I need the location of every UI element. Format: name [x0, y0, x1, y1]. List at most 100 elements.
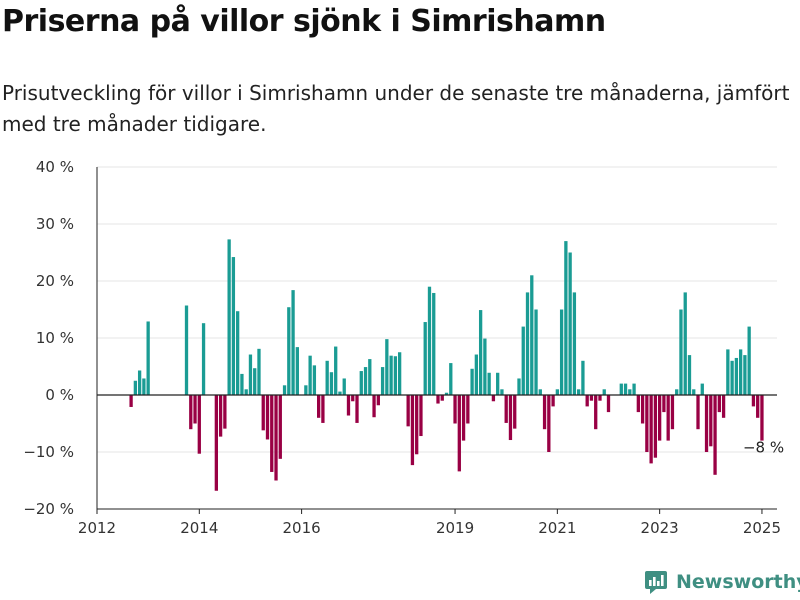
bar: [389, 355, 393, 395]
bar: [513, 395, 517, 429]
bar: [227, 239, 231, 395]
bar: [572, 292, 577, 395]
bar: [713, 395, 717, 475]
bar: [406, 395, 410, 427]
bar: [372, 395, 376, 418]
bar: [696, 395, 700, 430]
bar: [734, 357, 739, 395]
bar: [577, 389, 581, 395]
bar: [534, 309, 538, 395]
bar: [449, 363, 453, 395]
bar: [662, 395, 666, 413]
x-tick-label: 2016: [283, 519, 321, 537]
bar: [410, 395, 415, 466]
bar: [346, 395, 351, 416]
bar: [517, 378, 521, 395]
bar: [491, 395, 496, 402]
bar: [619, 383, 623, 395]
bar: [295, 347, 299, 395]
bar: [564, 241, 568, 395]
last-value-label: −8 %: [743, 439, 784, 457]
bar: [342, 378, 346, 395]
bar: [730, 360, 734, 395]
bar: [193, 395, 197, 424]
labels: −20 % −10 % 0 % 10 % 20 % 30 % 40 % 2012 2014 201…: [23, 158, 784, 537]
bar: [334, 346, 338, 395]
bar: [355, 395, 359, 423]
bar: [184, 305, 189, 395]
bar: [415, 395, 419, 455]
bar: [231, 257, 236, 395]
bar: [478, 310, 483, 395]
bar: [253, 368, 257, 395]
bar: [623, 383, 628, 395]
axes: [96, 167, 777, 514]
bar: [133, 380, 138, 395]
bar: [278, 395, 282, 459]
bar: [329, 372, 334, 395]
y-tick-label: 0 %: [45, 386, 74, 404]
bar: [338, 391, 342, 395]
y-tick-label: −20 %: [23, 500, 74, 518]
bar: [538, 389, 542, 395]
bar: [594, 395, 598, 430]
bar: [432, 292, 436, 395]
bar: [436, 395, 440, 404]
bar: [581, 360, 585, 395]
bar: [640, 395, 645, 424]
bar: [321, 395, 325, 423]
y-tick-label: 10 %: [36, 329, 74, 347]
bar: [679, 309, 683, 395]
bar: [380, 367, 385, 395]
y-tick-label: 40 %: [36, 158, 74, 176]
bar: [598, 395, 602, 401]
bar: [197, 395, 201, 454]
bar: [568, 252, 572, 395]
bar: [602, 389, 606, 395]
bar: [683, 292, 687, 395]
brand-name: Newsworthy: [676, 571, 800, 593]
bar: [427, 286, 432, 395]
bar: [291, 290, 295, 395]
bar: [717, 395, 721, 413]
bar: [214, 395, 218, 491]
bar: [704, 395, 709, 452]
bar: [483, 338, 487, 395]
bar: [632, 383, 636, 395]
bar: [666, 395, 670, 441]
bar: [504, 395, 508, 423]
bar: [738, 349, 743, 395]
bar: [223, 395, 227, 429]
bar: [700, 383, 704, 395]
bar: [359, 371, 363, 395]
bar: [636, 395, 640, 413]
bar: [559, 309, 564, 395]
x-tick-label: 2023: [641, 519, 679, 537]
bar: [308, 355, 312, 395]
page-title: Priserna på villor sjönk i Simrishamn: [2, 4, 606, 39]
bar: [240, 373, 244, 395]
y-tick-label: 30 %: [36, 215, 74, 233]
bar: [649, 395, 653, 464]
x-tick-label: 2019: [436, 519, 474, 537]
bar: [385, 339, 389, 395]
bar: [142, 378, 146, 395]
bar: [312, 365, 317, 395]
y-tick-label: 20 %: [36, 272, 74, 290]
bar: [721, 395, 726, 418]
bar: [487, 372, 491, 395]
bar: [709, 395, 713, 447]
bar: [201, 323, 206, 395]
bar: [376, 395, 380, 406]
bar: [530, 275, 534, 395]
bar: [453, 395, 457, 424]
bar: [423, 322, 427, 395]
bar: [589, 395, 594, 401]
bar: [525, 292, 530, 395]
bar: [470, 368, 474, 395]
bar: [444, 392, 449, 395]
bar: [653, 395, 658, 458]
newsworthy-logo-icon: [645, 571, 667, 594]
y-tick-label: −10 %: [23, 443, 74, 461]
bar: [325, 360, 329, 395]
